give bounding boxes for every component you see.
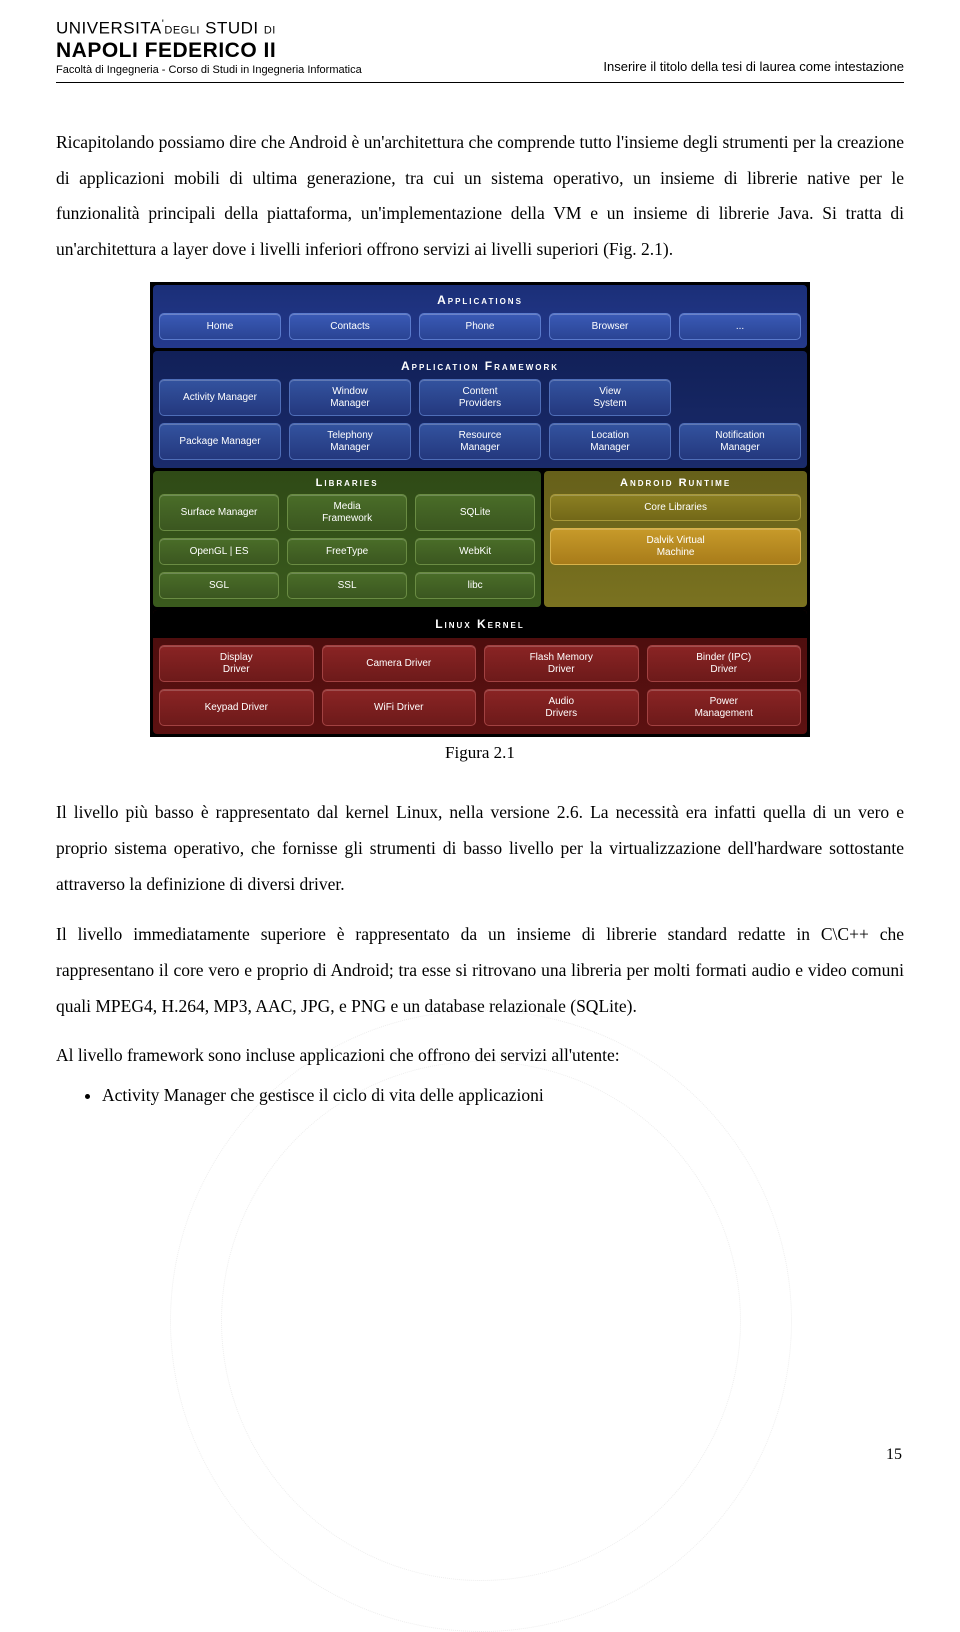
app-box: ... [679,313,801,340]
afw-box: TelephonyManager [289,423,411,460]
kernel-box: Camera Driver [322,645,477,682]
lib-box: SQLite [415,494,535,531]
list-item: Activity Manager che gestisce il ciclo d… [102,1078,904,1113]
afw-box: ViewSystem [549,379,671,416]
layer-applications: Applications Home Contacts Phone Browser… [153,285,807,348]
lib-box: SGL [159,572,279,599]
layer-linux-kernel: Linux Kernel DisplayDriver Camera Driver… [153,610,807,734]
paragraph: Al livello framework sono incluse applic… [56,1038,904,1074]
afw-box: WindowManager [289,379,411,416]
layer-title: Android Runtime [550,474,801,494]
uni-word: UNIVERSITA [56,19,162,38]
layer-libraries: Libraries Surface Manager MediaFramework… [153,471,541,607]
lib-box: FreeType [287,538,407,565]
uni-word: DEGLI [164,25,200,37]
layer-title: Application Framework [159,355,801,379]
afw-box: ContentProviders [419,379,541,416]
bullet-list: Activity Manager che gestisce il ciclo d… [102,1078,904,1113]
lib-box: OpenGL | ES [159,538,279,565]
app-box: Contacts [289,313,411,340]
uni-name: NAPOLI FEDERICO II [56,39,362,63]
kernel-box: AudioDrivers [484,689,639,726]
kernel-box: Keypad Driver [159,689,314,726]
afw-box: ResourceManager [419,423,541,460]
art-box-dalvik: Dalvik VirtualMachine [550,528,801,565]
lib-box: WebKit [415,538,535,565]
layer-android-runtime: Android Runtime Core Libraries Dalvik Vi… [544,471,807,607]
university-title: UNIVERSITA'DEGLI STUDI DI NAPOLI FEDERIC… [56,18,362,76]
paragraph: Ricapitolando possiamo dire che Android … [56,125,904,269]
kernel-box: WiFi Driver [322,689,477,726]
android-architecture-diagram: Applications Home Contacts Phone Browser… [150,282,810,737]
afw-box: Activity Manager [159,379,281,416]
paragraph: Il livello immediatamente superiore è ra… [56,917,904,1025]
afw-box: Package Manager [159,423,281,460]
app-box: Browser [549,313,671,340]
page-header: UNIVERSITA'DEGLI STUDI DI NAPOLI FEDERIC… [56,18,904,83]
faculty-line: Facoltà di Ingegneria - Corso di Studi i… [56,64,362,76]
layer-title: Libraries [159,474,535,494]
paragraph: Il livello più basso è rappresentato dal… [56,795,904,903]
art-box: Core Libraries [550,494,801,521]
lib-box: libc [415,572,535,599]
lib-box: MediaFramework [287,494,407,531]
kernel-box: PowerManagement [647,689,802,726]
figure-caption: Figura 2.1 [56,743,904,763]
uni-word: STUDI [205,19,259,38]
uni-word: DI [264,25,276,37]
app-box: Phone [419,313,541,340]
afw-box: NotificationManager [679,423,801,460]
layer-title: Linux Kernel [153,610,807,638]
kernel-box: Binder (IPC)Driver [647,645,802,682]
lib-box: SSL [287,572,407,599]
lib-box: Surface Manager [159,494,279,531]
kernel-box: Flash MemoryDriver [484,645,639,682]
layer-app-framework: Application Framework Activity Manager W… [153,351,807,468]
kernel-box: DisplayDriver [159,645,314,682]
layer-title: Applications [159,289,801,313]
app-box: Home [159,313,281,340]
afw-box: LocationManager [549,423,671,460]
page-number: 15 [886,1446,902,1464]
header-note: Inserire il titolo della tesi di laurea … [603,59,904,76]
